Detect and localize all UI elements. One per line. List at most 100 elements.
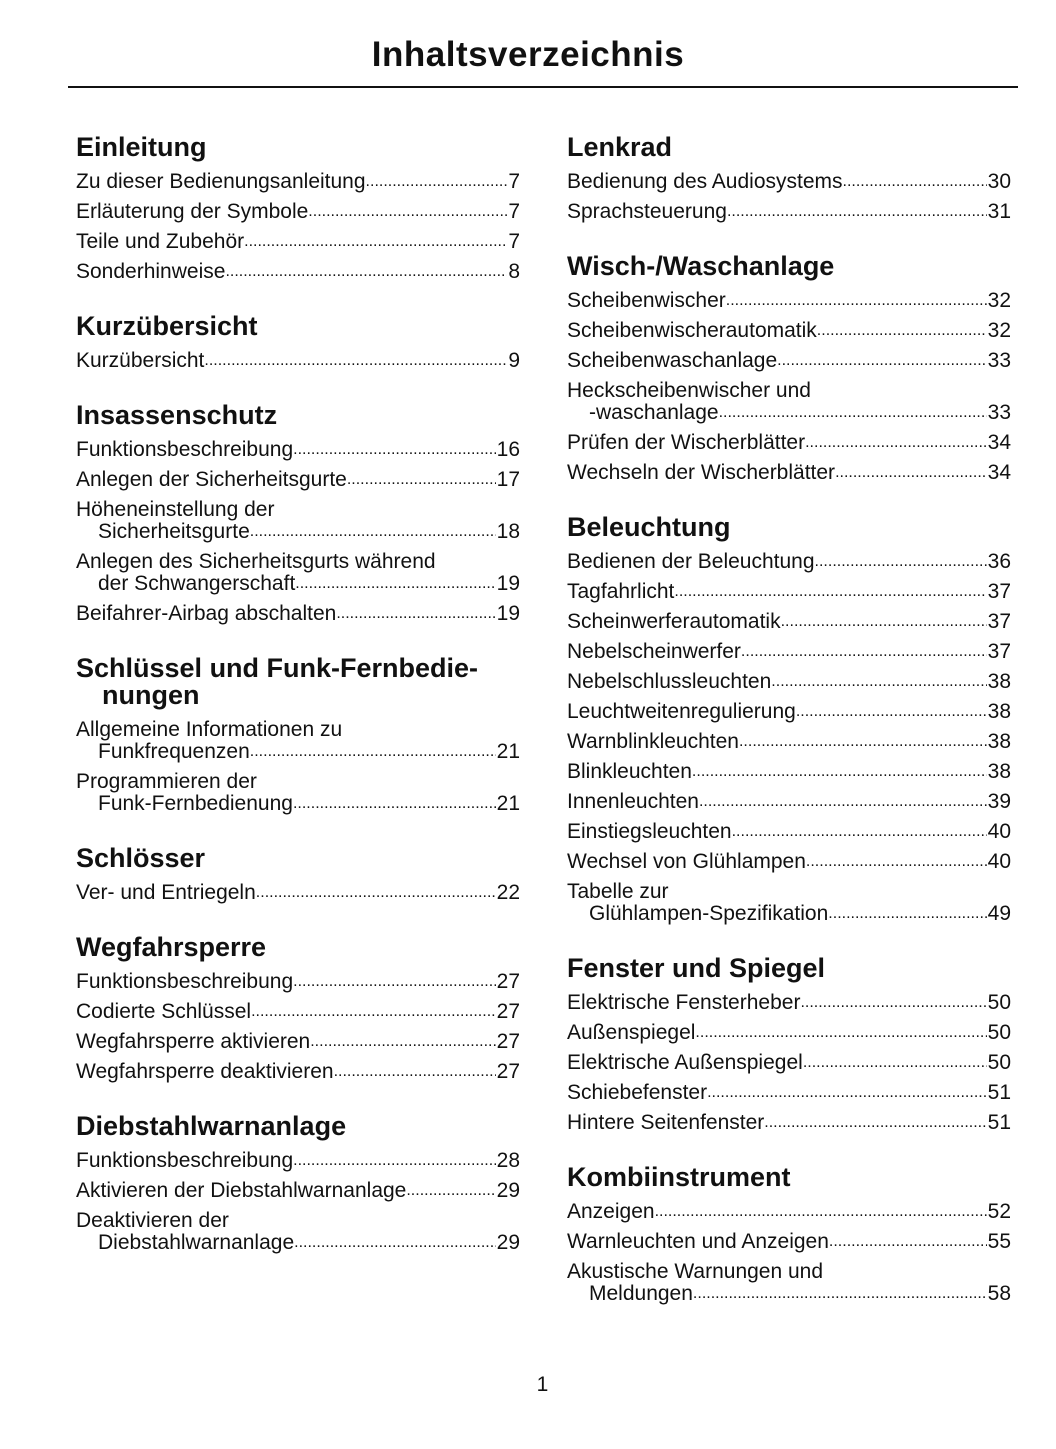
toc-entry[interactable]: Wechseln der Wischerblätter 34 (567, 458, 1011, 488)
entry-page-number: 19 (496, 572, 520, 595)
toc-entry[interactable]: Erläuterung der Symbole 7 (76, 197, 520, 227)
toc-entry[interactable]: Codierte Schlüssel 27 (76, 997, 520, 1027)
entry-page-number: 29 (496, 1231, 520, 1254)
toc-entry[interactable]: Bedienung des Audiosystems 30 (567, 167, 1011, 197)
toc-entry[interactable]: Sonderhinweise 8 (76, 257, 520, 287)
entry-title: Innenleuchten (567, 790, 699, 813)
entry-title: Tagfahrlicht (567, 580, 675, 603)
toc-entry[interactable]: Allgemeine Informationen zu Funkfrequenze… (76, 715, 520, 767)
section-heading[interactable]: Wegfahrsperre (76, 934, 520, 961)
entry-line: Nebelscheinwerfer 37 (567, 641, 1011, 663)
toc-entry[interactable]: Warnleuchten und Anzeigen 55 (567, 1227, 1011, 1257)
section-heading[interactable]: Beleuchtung (567, 514, 1011, 541)
toc-entry[interactable]: Einstiegsleuchten 40 (567, 817, 1011, 847)
entry-page-number: 50 (987, 991, 1011, 1014)
leader-dots (655, 1201, 987, 1223)
toc-entry[interactable]: Anlegen der Sicherheitsgurte 17 (76, 465, 520, 495)
section-heading[interactable]: Kurzübersicht (76, 313, 520, 340)
entry-title: Scheinwerferautomatik (567, 610, 781, 633)
toc-entry[interactable]: Wegfahrsperre aktivieren 27 (76, 1027, 520, 1057)
leader-dots (692, 761, 987, 783)
toc-entry[interactable]: Leuchtweitenregulierung 38 (567, 697, 1011, 727)
toc-entry[interactable]: Scheibenwaschanlage 33 (567, 346, 1011, 376)
entry-title: Meldungen (589, 1282, 693, 1305)
entry-title: Codierte Schlüssel (76, 1000, 252, 1023)
toc-entry[interactable]: Sprachsteuerung 31 (567, 197, 1011, 227)
entry-title: Bedienung des Audiosystems (567, 170, 843, 193)
toc-entry[interactable]: Elektrische Fensterheber 50 (567, 988, 1011, 1018)
leader-dots (250, 741, 496, 763)
toc-section: Fenster und Spiegel Elektrische Fensterhe… (567, 955, 1011, 1138)
entry-page-number: 32 (987, 289, 1011, 312)
toc-entry[interactable]: Nebelscheinwerfer 37 (567, 637, 1011, 667)
section-heading[interactable]: Diebstahlwarnanlage (76, 1113, 520, 1140)
entry-line: Innenleuchten 39 (567, 791, 1011, 813)
section-heading[interactable]: Fenster und Spiegel (567, 955, 1011, 982)
entry-page-number: 28 (496, 1149, 520, 1172)
entry-line: Elektrische Fensterheber 50 (567, 992, 1011, 1014)
toc-entry[interactable]: Außenspiegel 50 (567, 1018, 1011, 1048)
entry-line: Wechseln der Wischerblätter 34 (567, 462, 1011, 484)
entry-title: Funktionsbeschreibung (76, 970, 294, 993)
entry-page-number: 38 (987, 670, 1011, 693)
section-heading[interactable]: Schlüssel und Funk-Fernbedie-nungen (76, 655, 520, 709)
toc-entry[interactable]: Blinkleuchten 38 (567, 757, 1011, 787)
entry-line: Erläuterung der Symbole 7 (76, 201, 520, 223)
toc-entry[interactable]: Funktionsbeschreibung 28 (76, 1146, 520, 1176)
entry-title: Allgemeine Informationen zu (76, 718, 343, 741)
toc-entry[interactable]: Scheibenwischerautomatik 32 (567, 316, 1011, 346)
section-heading[interactable]: Lenkrad (567, 134, 1011, 161)
toc-entry[interactable]: Warnblinkleuchten 38 (567, 727, 1011, 757)
leader-dots (817, 320, 987, 342)
entry-title: Anzeigen (567, 1200, 655, 1223)
toc-entry[interactable]: Wegfahrsperre deaktivieren 27 (76, 1057, 520, 1087)
entry-title: Anlegen der Sicherheitsgurte (76, 468, 347, 491)
section-heading[interactable]: Wisch-/Waschanlage (567, 253, 1011, 280)
toc-entry[interactable]: Zu dieser Bedienungsanleitung 7 (76, 167, 520, 197)
toc-entry[interactable]: Tagfahrlicht 37 (567, 577, 1011, 607)
toc-entry[interactable]: Anzeigen 52 (567, 1197, 1011, 1227)
toc-entry[interactable]: Beifahrer-Airbag abschalten 19 (76, 599, 520, 629)
toc-entry[interactable]: Elektrische Außenspiegel 50 (567, 1048, 1011, 1078)
toc-entry[interactable]: Funktionsbeschreibung 27 (76, 967, 520, 997)
toc-entry[interactable]: Prüfen der Wischerblätter 34 (567, 428, 1011, 458)
entry-title: Scheibenwischer (567, 289, 726, 312)
toc-entry[interactable]: Funktionsbeschreibung 16 (76, 435, 520, 465)
entry-line: Codierte Schlüssel 27 (76, 1001, 520, 1023)
toc-entry[interactable]: Scheibenwischer 32 (567, 286, 1011, 316)
section-heading[interactable]: Insassenschutz (76, 402, 520, 429)
toc-entry[interactable]: Aktivieren der Diebstahlwarnanlage 29 (76, 1176, 520, 1206)
entry-line: Zu dieser Bedienungsanleitung 7 (76, 171, 520, 193)
entry-title: Funk-Fernbedienung (98, 792, 293, 815)
toc-entry[interactable]: Heckscheibenwischer und-waschanlage 33 (567, 376, 1011, 428)
leader-dots (293, 793, 496, 815)
toc-entry[interactable]: Wechsel von Glühlampen 40 (567, 847, 1011, 877)
entry-title: Diebstahlwarnanlage (98, 1231, 295, 1254)
leader-dots (796, 701, 987, 723)
section-heading[interactable]: Kombiinstrument (567, 1164, 1011, 1191)
entry-line: Aktivieren der Diebstahlwarnanlage 29 (76, 1180, 520, 1202)
entry-page-number: 30 (987, 170, 1011, 193)
entry-page-number: 7 (508, 230, 520, 253)
toc-entry[interactable]: Kurzübersicht 9 (76, 346, 520, 376)
toc-entry[interactable]: Scheinwerferautomatik 37 (567, 607, 1011, 637)
toc-entry[interactable]: Ver- und Entriegeln 22 (76, 878, 520, 908)
section-heading[interactable]: Schlösser (76, 845, 520, 872)
toc-entry[interactable]: Teile und Zubehör 7 (76, 227, 520, 257)
toc-entry[interactable]: Nebelschlussleuchten 38 (567, 667, 1011, 697)
toc-section: Schlösser Ver- und Entriegeln 22 (76, 845, 520, 908)
entry-page-number: 51 (987, 1081, 1011, 1104)
toc-entry[interactable]: Bedienen der Beleuchtung 36 (567, 547, 1011, 577)
toc-entry[interactable]: Anlegen des Sicherheitsgurts während der … (76, 547, 520, 599)
toc-entry[interactable]: Schiebefenster 51 (567, 1078, 1011, 1108)
leader-dots (699, 791, 987, 813)
entry-title: Scheibenwaschanlage (567, 349, 778, 372)
toc-entry[interactable]: Hintere Seitenfenster 51 (567, 1108, 1011, 1138)
section-heading[interactable]: Einleitung (76, 134, 520, 161)
toc-entry[interactable]: Innenleuchten 39 (567, 787, 1011, 817)
